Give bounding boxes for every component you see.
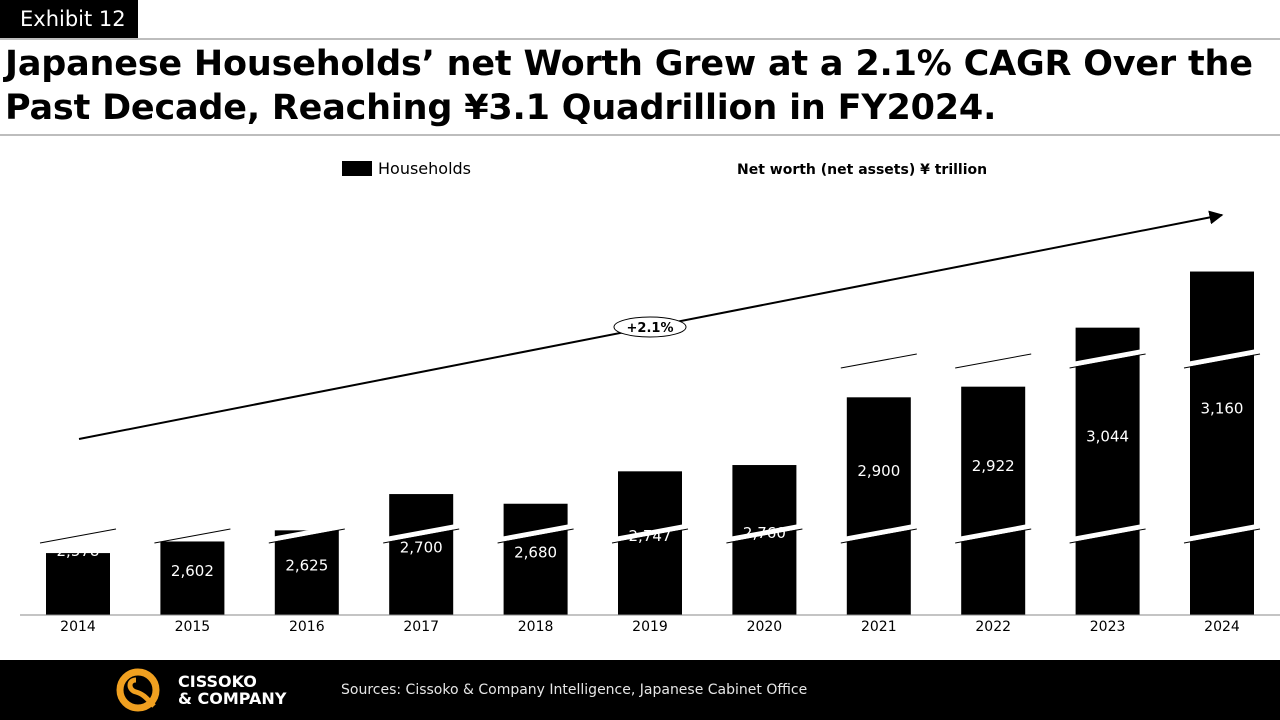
footer-bar: CISSOKO & COMPANY Sources: Cissoko & Com… xyxy=(0,660,1280,720)
axis-break-edge-2024-2 xyxy=(1183,353,1261,369)
value-label-2020: 2,760 xyxy=(743,524,786,542)
axis-break-edge-2015-1 xyxy=(154,528,231,544)
axis-break-2022-2 xyxy=(954,348,1032,368)
value-labels-group: 2,578 2,602 2,625 2,700 2,680 2,747 2,760 2,900… xyxy=(57,399,1244,580)
axis-break-edge-2024-1 xyxy=(1183,528,1261,544)
value-label-2014: 2,578 xyxy=(57,542,100,560)
bar-2016 xyxy=(274,530,339,615)
bar-2014 xyxy=(46,553,110,615)
axis-break-edge-2023-2 xyxy=(1069,353,1146,369)
title-top-rule xyxy=(0,38,1280,40)
axis-break-edge-2021-1 xyxy=(840,528,917,544)
axis-break-2017-1 xyxy=(382,523,460,543)
cissoko-logo-icon xyxy=(116,668,160,712)
value-label-2018: 2,680 xyxy=(514,543,557,561)
bar-2018 xyxy=(503,503,568,615)
axis-break-2022-1 xyxy=(954,523,1032,543)
axis-break-2023-1 xyxy=(1069,523,1147,543)
title-bottom-rule xyxy=(0,134,1280,136)
x-tick-2022: 2022 xyxy=(975,619,1011,635)
axis-break-edge-2017-1 xyxy=(383,528,460,544)
value-label-2017: 2,700 xyxy=(400,539,443,557)
net-worth-bar-chart: Households Net worth (net assets) ¥ tril… xyxy=(20,159,1280,635)
chart-legend: Households xyxy=(342,159,471,178)
bar-2022 xyxy=(961,386,1026,615)
axis-break-edge-2021-2 xyxy=(840,353,917,369)
axis-break-2021-1 xyxy=(840,523,918,543)
axis-break-2023-2 xyxy=(1069,348,1147,368)
bar-2023 xyxy=(1075,327,1140,615)
value-label-2022: 2,922 xyxy=(972,457,1015,475)
axis-break-2014-1 xyxy=(39,523,117,543)
bars-group xyxy=(46,271,1254,615)
axis-break-edge-2014-1 xyxy=(39,528,117,544)
trend-annotation-ellipse xyxy=(613,316,687,338)
value-label-2021: 2,900 xyxy=(857,462,900,480)
x-tick-2024: 2024 xyxy=(1204,619,1240,635)
x-tick-labels-group: 2014 2015 2016 2017 2018 2019 2020 2021 2022 2023… xyxy=(60,619,1240,635)
x-tick-2014: 2014 xyxy=(60,619,96,635)
bar-2015 xyxy=(160,541,225,615)
axis-break-2019-1 xyxy=(611,523,689,543)
page-title: Japanese Households’ net Worth Grew at a… xyxy=(5,44,1253,128)
axis-break-edge-2023-1 xyxy=(1069,528,1146,544)
brand-name: CISSOKO & COMPANY xyxy=(178,673,286,707)
axis-break-2024-1 xyxy=(1183,523,1261,543)
axis-break-2024-2 xyxy=(1183,348,1261,368)
legend-label-households: Households xyxy=(378,159,471,178)
bar-2019 xyxy=(618,471,682,615)
legend-swatch-households xyxy=(342,161,372,176)
exhibit-label: Exhibit 12 xyxy=(0,0,138,38)
brand-line-1: CISSOKO xyxy=(178,672,257,691)
trend-annotation-label: +2.1% xyxy=(627,321,674,336)
x-tick-2016: 2016 xyxy=(289,619,325,635)
axis-break-2020-1 xyxy=(725,523,803,543)
axis-breaks-group xyxy=(39,348,1261,544)
axis-break-edge-2016-1 xyxy=(268,528,345,544)
axis-break-2018-1 xyxy=(497,523,575,543)
axis-break-2015-1 xyxy=(153,523,231,543)
value-label-2019: 2,747 xyxy=(629,527,672,545)
value-label-2023: 3,044 xyxy=(1086,427,1129,445)
x-tick-2018: 2018 xyxy=(518,619,554,635)
axis-break-edge-2019-1 xyxy=(611,528,689,544)
x-tick-2023: 2023 xyxy=(1090,619,1126,635)
axis-break-edge-2020-1 xyxy=(726,528,803,544)
x-tick-2017: 2017 xyxy=(403,619,439,635)
unit-label: Net worth (net assets) ¥ trillion xyxy=(737,162,987,178)
axis-break-2016-1 xyxy=(268,523,346,543)
x-tick-2020: 2020 xyxy=(747,619,783,635)
x-tick-2015: 2015 xyxy=(175,619,211,635)
bar-2017 xyxy=(389,494,454,615)
value-label-2024: 3,160 xyxy=(1201,399,1244,417)
bar-2024 xyxy=(1190,271,1254,615)
bar-2021 xyxy=(846,397,911,615)
value-label-2016: 2,625 xyxy=(285,557,328,575)
x-tick-2021: 2021 xyxy=(861,619,897,635)
sources-note: Sources: Cissoko & Company Intelligence,… xyxy=(341,682,808,698)
axis-break-edge-2022-1 xyxy=(955,528,1032,544)
axis-break-2021-2 xyxy=(840,348,918,368)
value-label-2015: 2,602 xyxy=(171,562,214,580)
x-tick-2019: 2019 xyxy=(632,619,668,635)
axis-break-edge-2022-2 xyxy=(955,353,1032,369)
brand-line-2: & COMPANY xyxy=(178,689,287,708)
axis-break-edge-2018-1 xyxy=(497,528,574,544)
